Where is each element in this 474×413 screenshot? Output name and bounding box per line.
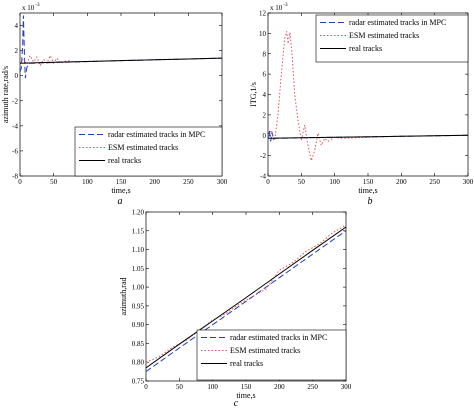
x-tick-label: 150: [116, 178, 127, 186]
legend-entry-2: real tracks: [108, 156, 141, 165]
series-line-0: [20, 15, 222, 79]
y-tick-label: 1.10: [132, 246, 145, 254]
series-line-0: [146, 230, 346, 373]
panel-a: 0 50 100 150 200 250 300 -8 -6 -4 -2 0 2 4 x 10 -3 time,…: [1, 2, 228, 207]
x-tick-label: 0: [144, 383, 148, 391]
legend-entry-2: real tracks: [230, 359, 263, 368]
series-line-2: [268, 134, 468, 139]
y-exponent-power: -3: [283, 2, 288, 8]
y-tick-label: -4: [12, 122, 18, 130]
y-exponent-label: x 10: [270, 4, 283, 12]
y-tick-label: 10: [259, 30, 267, 38]
legend-entry-1: ESM estimated tracks: [230, 346, 300, 355]
x-axis-label: time,s: [111, 186, 130, 195]
y-axis-label: azimuth rate,rad/s: [1, 66, 10, 123]
x-tick-label: 150: [363, 178, 374, 186]
y-exponent-power: -3: [35, 2, 40, 8]
y-tick-label: 0.90: [132, 321, 145, 329]
x-tick-label: 300: [217, 178, 228, 186]
y-axis-label: azimuth,rad: [119, 278, 128, 316]
y-tick-label: 4: [263, 91, 267, 99]
x-axis-label: time,s: [236, 391, 255, 400]
x-tick-label: 200: [274, 383, 285, 391]
y-tick-label: 12: [259, 10, 267, 18]
y-tick-label: -6: [12, 147, 18, 155]
x-tick-label: 250: [307, 383, 318, 391]
x-axis-label: time,s: [358, 186, 377, 195]
y-tick-label: 0: [15, 72, 19, 80]
x-tick-label: 300: [341, 383, 352, 391]
panel-label: a: [118, 196, 123, 207]
x-tick-label: 50: [176, 383, 184, 391]
x-tick-label: 200: [396, 178, 407, 186]
y-tick-label: 1.00: [132, 284, 145, 292]
y-tick-label: 4: [15, 22, 19, 30]
series-line-2: [20, 57, 222, 64]
y-tick-label: 1.20: [132, 209, 145, 217]
panel-c: 0 50 100 150 200 250 300 0.75 0.80 0.85 0.90 0.95 1.…: [119, 209, 352, 410]
legend-entry-0: radar estimated tracks in MPC: [230, 333, 327, 342]
x-tick-label: 50: [50, 178, 58, 186]
y-axis-label: ITG,1/s: [249, 82, 258, 107]
y-tick-label: 0.85: [132, 340, 145, 348]
x-tick-label: 250: [183, 178, 194, 186]
x-tick-label: 250: [429, 178, 440, 186]
legend-box: [196, 329, 347, 381]
panel-label: b: [368, 196, 373, 207]
legend-box: [74, 126, 223, 177]
y-tick-label: 1.05: [132, 265, 145, 273]
series-line-2: [146, 226, 346, 369]
legend-entry-0: radar estimated tracks in MPC: [349, 18, 446, 27]
legend-entry-0: radar estimated tracks in MPC: [108, 130, 205, 139]
y-tick-label: -2: [12, 97, 18, 105]
legend-entry-2: real tracks: [349, 44, 382, 53]
x-tick-label: 100: [329, 178, 340, 186]
panel-b: 0 50 100 150 200 250 300 -4 -2 0 2 4 6 8 10 12x 10 -3 tim…: [249, 2, 474, 207]
x-tick-label: 150: [241, 383, 252, 391]
y-tick-label: -8: [12, 173, 18, 181]
y-tick-label: 1.15: [132, 227, 145, 235]
y-tick-label: 2: [263, 111, 267, 119]
y-tick-label: 0.75: [132, 378, 145, 386]
y-tick-label: 8: [263, 50, 267, 58]
legend-entry-1: ESM estimated tracks: [108, 143, 178, 152]
y-tick-label: 0.95: [132, 302, 145, 310]
x-tick-label: 300: [463, 178, 474, 186]
y-exponent-label: x 10: [22, 4, 35, 12]
y-tick-label: 2: [15, 47, 19, 55]
x-tick-label: 0: [266, 178, 270, 186]
x-tick-label: 50: [298, 178, 306, 186]
y-tick-label: -2: [260, 152, 266, 160]
x-tick-label: 100: [82, 178, 93, 186]
series-line-1: [268, 31, 468, 163]
y-tick-label: 0.80: [132, 359, 145, 367]
y-tick-label: -4: [260, 173, 266, 181]
legend-entry-1: ESM estimated tracks: [349, 31, 419, 40]
x-tick-label: 200: [149, 178, 160, 186]
x-tick-label: 0: [18, 178, 22, 186]
panel-label: c: [234, 398, 239, 408]
x-tick-label: 100: [207, 383, 218, 391]
y-tick-label: 6: [263, 71, 267, 79]
y-tick-label: 0: [263, 132, 267, 140]
